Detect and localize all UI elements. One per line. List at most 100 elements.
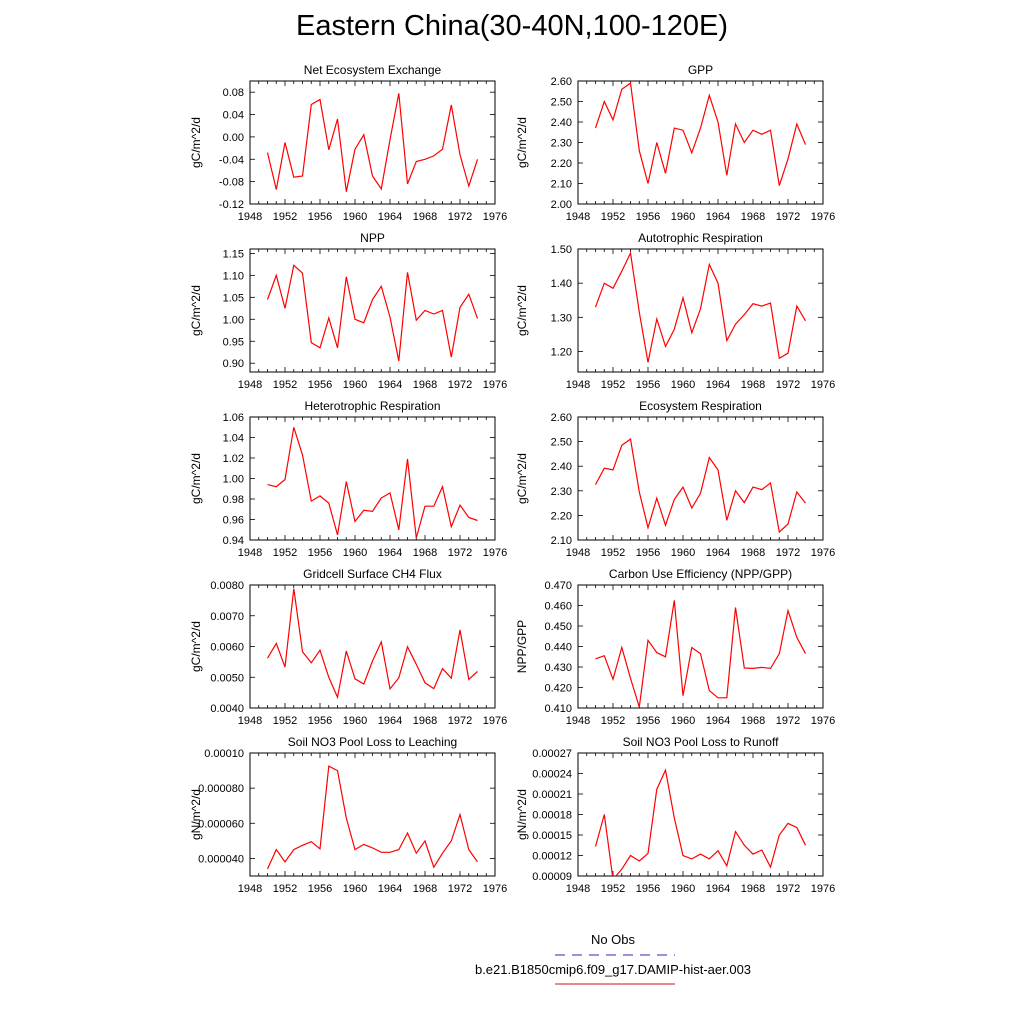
x-tick-label: 1956 (636, 379, 660, 391)
x-tick-label: 1968 (413, 547, 437, 559)
chart-title: Soil NO3 Pool Loss to Runoff (623, 735, 780, 749)
x-tick-label: 1952 (601, 211, 625, 223)
y-tick-label: 1.40 (551, 278, 572, 290)
x-tick-label: 1952 (601, 379, 625, 391)
y-tick-label: 0.00015 (532, 830, 572, 842)
y-tick-label: 2.20 (551, 158, 572, 170)
y-tick-label: 1.50 (551, 244, 572, 256)
y-tick-label: 0.00 (223, 132, 244, 144)
x-tick-label: 1972 (448, 883, 472, 895)
x-tick-label: 1956 (308, 211, 332, 223)
x-tick-label: 1964 (378, 715, 402, 727)
x-tick-label: 1976 (483, 883, 507, 895)
y-tick-label: 0.96 (223, 515, 244, 527)
x-tick-label: 1952 (273, 547, 297, 559)
plot-frame (249, 416, 496, 541)
x-tick-label: 1948 (238, 883, 262, 895)
x-tick-label: 1948 (566, 211, 590, 223)
plot-frame (577, 584, 824, 709)
x-tick-label: 1976 (811, 379, 835, 391)
y-axis-label: gC/m^2/d (189, 621, 203, 672)
x-tick-label: 1964 (378, 379, 402, 391)
chart-panel-8: 1948 1952 1956 1960 1964 1968 1972 1976 0.410 0.4… (515, 567, 835, 727)
x-tick-label: 1972 (448, 547, 472, 559)
series-line (595, 600, 807, 708)
x-tick-label: 1964 (378, 211, 402, 223)
series-line (594, 82, 807, 186)
legend-label-no-obs: No Obs (590, 932, 636, 947)
y-tick-label: 0.0080 (210, 580, 244, 592)
chart-panel-3: 1948 1952 1956 1960 1964 1968 1972 1976 0.90 0.95… (189, 231, 507, 391)
x-tick-label: 1956 (308, 883, 332, 895)
y-tick-label: 2.30 (551, 138, 572, 150)
y-tick-label: 0.0060 (210, 642, 244, 654)
x-tick-label: 1960 (671, 211, 695, 223)
x-tick-label: 1964 (706, 211, 730, 223)
x-tick-label: 1956 (636, 547, 660, 559)
x-tick-label: 1960 (343, 883, 367, 895)
x-tick-label: 1952 (601, 715, 625, 727)
y-tick-label: -0.08 (219, 177, 244, 189)
y-tick-label: 1.04 (223, 433, 244, 445)
y-tick-label: 1.30 (551, 312, 572, 324)
x-tick-label: 1952 (273, 715, 297, 727)
x-tick-label: 1976 (811, 547, 835, 559)
y-tick-label: 2.60 (551, 412, 572, 424)
x-tick-label: 1960 (343, 547, 367, 559)
x-tick-label: 1968 (741, 883, 765, 895)
chart-title: Gridcell Surface CH4 Flux (303, 567, 442, 581)
x-tick-label: 1952 (273, 211, 297, 223)
x-tick-label: 1976 (483, 211, 507, 223)
x-tick-label: 1952 (273, 883, 297, 895)
chart-panel-7: 1948 1952 1956 1960 1964 1968 1972 1976 0.0040 0.… (189, 567, 507, 727)
plot-frame (577, 752, 824, 877)
x-tick-label: 1960 (343, 379, 367, 391)
plot-frame (577, 80, 824, 205)
chart-title: Carbon Use Efficiency (NPP/GPP) (609, 567, 792, 581)
x-tick-label: 1972 (448, 715, 472, 727)
x-tick-label: 1976 (483, 379, 507, 391)
x-tick-label: 1952 (601, 547, 625, 559)
x-tick-label: 1972 (776, 883, 800, 895)
x-tick-label: 1964 (706, 379, 730, 391)
series-line (594, 251, 807, 363)
y-axis-label: NPP/GPP (515, 620, 529, 673)
chart-title: Heterotrophic Respiration (304, 399, 440, 413)
y-tick-label: 2.50 (551, 97, 572, 109)
x-tick-label: 1976 (811, 715, 835, 727)
y-tick-label: 0.95 (223, 336, 244, 348)
y-tick-label: 1.00 (223, 474, 244, 486)
y-tick-label: 0.450 (544, 621, 572, 633)
y-tick-label: 2.10 (551, 179, 572, 191)
series-line (594, 768, 807, 876)
x-tick-label: 1948 (566, 715, 590, 727)
x-tick-label: 1968 (413, 379, 437, 391)
y-axis-label: gC/m^2/d (189, 285, 203, 336)
y-tick-label: 0.94 (223, 535, 244, 547)
series-line (267, 427, 478, 539)
x-tick-label: 1964 (378, 547, 402, 559)
x-tick-label: 1976 (483, 547, 507, 559)
y-tick-label: 2.40 (551, 117, 572, 129)
chart-title: Ecosystem Respiration (639, 399, 762, 413)
legend-label-model-run: b.e21.B1850cmip6.f09_g17.DAMIP-hist-aer.… (474, 962, 752, 977)
y-tick-label: 2.10 (551, 535, 572, 547)
plot-frame (249, 752, 496, 877)
y-tick-label: 2.40 (551, 461, 572, 473)
x-tick-label: 1968 (741, 211, 765, 223)
series-line (266, 588, 478, 700)
x-tick-label: 1960 (671, 715, 695, 727)
x-tick-label: 1956 (636, 715, 660, 727)
chart-panel-4: 1948 1952 1956 1960 1964 1968 1972 1976 1.20 1.30… (515, 231, 835, 391)
y-tick-label: 0.90 (223, 358, 244, 370)
y-tick-label: 0.440 (544, 642, 572, 654)
y-axis-label: gC/m^2/d (189, 117, 203, 168)
x-tick-label: 1948 (238, 715, 262, 727)
x-tick-label: 1972 (776, 211, 800, 223)
x-tick-label: 1960 (671, 379, 695, 391)
y-tick-label: 0.0050 (210, 672, 244, 684)
x-tick-label: 1960 (671, 547, 695, 559)
series-line (266, 264, 479, 362)
legend-line-no-obs (555, 954, 675, 956)
